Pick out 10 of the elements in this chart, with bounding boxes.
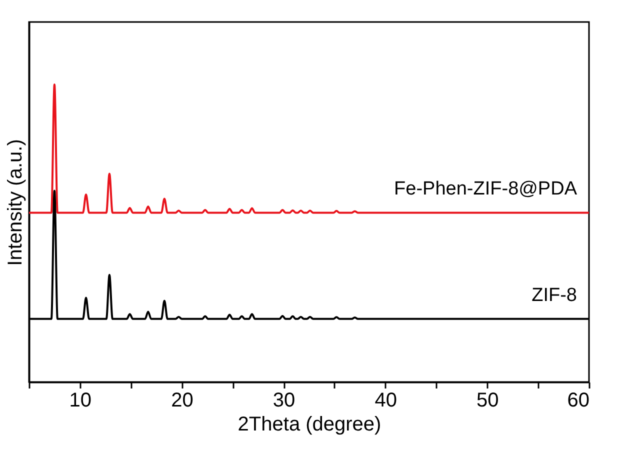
series-label: ZIF-8 <box>532 284 577 306</box>
x-tick-label: 30 <box>272 390 296 412</box>
x-tick-label: 50 <box>476 390 499 412</box>
y-axis-title: Intensity (a.u.) <box>4 139 26 266</box>
x-tick-label: 10 <box>69 390 92 412</box>
series-label: Fe-Phen-ZIF-8@PDA <box>394 178 578 200</box>
x-axis-title: 2Theta (degree) <box>238 414 382 436</box>
x-tick-label: 60 <box>567 390 590 412</box>
x-tick-label: 40 <box>374 390 397 412</box>
x-tick-label: 20 <box>171 390 194 412</box>
